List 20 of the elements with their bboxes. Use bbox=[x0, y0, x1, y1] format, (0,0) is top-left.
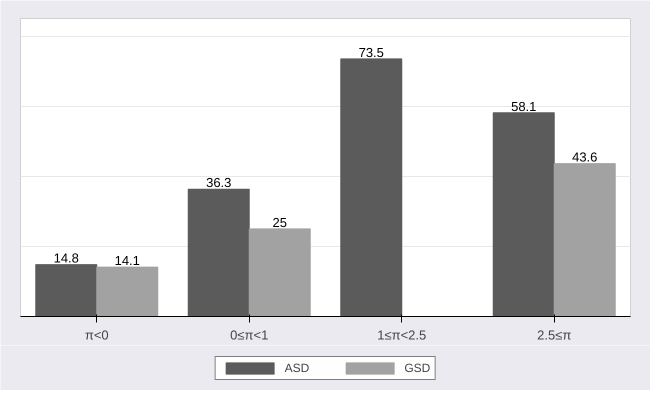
legend-label: GSD bbox=[404, 360, 430, 374]
bar bbox=[248, 228, 311, 316]
bar bbox=[35, 264, 98, 316]
x-tick-label: 1≤π<2.5 bbox=[377, 328, 426, 342]
x-tick-label: 2.5≤π bbox=[537, 328, 572, 342]
data-label: 14.8 bbox=[54, 250, 79, 266]
legend-label: ASD bbox=[284, 360, 310, 374]
data-label: 14.1 bbox=[114, 253, 140, 268]
data-label: 43.6 bbox=[572, 150, 598, 165]
bar bbox=[188, 188, 250, 316]
data-label: 58.1 bbox=[511, 98, 536, 114]
x-tick-label: π<0 bbox=[84, 328, 109, 342]
bar bbox=[492, 112, 555, 316]
data-label: 25 bbox=[272, 214, 287, 230]
bar bbox=[96, 266, 158, 316]
data-label: 36.3 bbox=[206, 175, 232, 190]
bar bbox=[340, 58, 402, 316]
data-label: 73.5 bbox=[358, 44, 384, 60]
x-tick-label: 0≤π<1 bbox=[230, 328, 268, 342]
bar bbox=[554, 163, 616, 316]
